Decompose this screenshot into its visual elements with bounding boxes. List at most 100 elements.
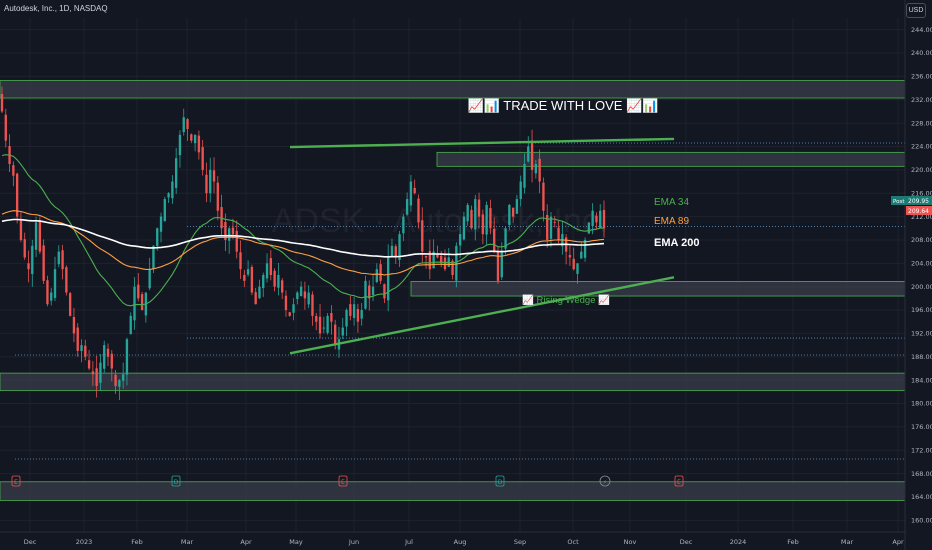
- candle-body: [474, 199, 477, 230]
- event-marker[interactable]: E: [674, 475, 684, 487]
- candle-body: [171, 181, 174, 199]
- candle-body: [99, 362, 102, 383]
- candle-body: [231, 227, 235, 235]
- candle-body: [356, 309, 360, 322]
- y-tick-label: 180.00: [911, 400, 932, 408]
- candle-body: [95, 368, 98, 386]
- candle-body: [322, 327, 325, 329]
- event-marker[interactable]: E: [338, 475, 348, 487]
- x-tick-label: 2024: [730, 538, 747, 546]
- candle-body: [568, 254, 572, 258]
- last-price-value: 209.64: [908, 208, 929, 215]
- zones-layer: [0, 80, 906, 501]
- y-tick-label: 160.00: [911, 517, 932, 525]
- candle-body: [504, 228, 507, 249]
- wedge-lower-line: [289, 276, 675, 355]
- candle-body: [163, 199, 166, 222]
- y-tick-label: 224.00: [911, 143, 932, 151]
- candle-body: [167, 193, 170, 198]
- candle-body: [455, 245, 458, 281]
- candle-body: [281, 280, 284, 293]
- candle-body: [118, 380, 121, 387]
- candle-body: [288, 312, 291, 316]
- event-marker[interactable]: D: [495, 475, 505, 487]
- candle-body: [341, 327, 344, 336]
- candle-body: [383, 284, 386, 299]
- candle-body: [91, 371, 95, 375]
- candle-body: [156, 228, 159, 246]
- x-tick-label: Mar: [841, 538, 854, 546]
- candle-body: [114, 374, 117, 386]
- event-marker[interactable]: ⚡: [599, 475, 611, 487]
- candle-body: [352, 304, 356, 318]
- candle-body: [387, 257, 390, 301]
- candle-body: [587, 222, 591, 234]
- candle-body: [424, 255, 428, 258]
- candle-body: [152, 245, 155, 270]
- wedge-layer: [289, 137, 675, 355]
- y-tick-label: 192.00: [911, 330, 932, 338]
- ema-200-line: [1, 218, 605, 258]
- candle-body: [178, 134, 182, 156]
- y-tick-label: 172.00: [911, 446, 932, 454]
- candle-body: [133, 286, 136, 321]
- candle-body: [371, 286, 375, 296]
- event-marker[interactable]: E: [11, 475, 21, 487]
- ema-label-0: EMA 34: [654, 197, 689, 208]
- candle-body: [273, 270, 276, 287]
- candle-body: [265, 263, 269, 279]
- candle-body: [530, 140, 534, 170]
- y-tick-label: 200.00: [911, 283, 932, 291]
- candle-body: [235, 230, 238, 252]
- x-tick-label: Apr: [240, 538, 252, 546]
- candle-body: [572, 258, 575, 270]
- candle-body: [470, 209, 473, 229]
- chart-header: Autodesk, Inc., 1D, NASDAQ: [4, 4, 108, 13]
- x-tick-label: 2023: [76, 538, 93, 546]
- candle-body: [489, 208, 492, 229]
- candle-body: [201, 147, 204, 170]
- candle-body: [197, 135, 201, 153]
- candle-body: [80, 345, 83, 351]
- x-tick-label: Feb: [131, 538, 143, 546]
- event-marker[interactable]: D: [171, 475, 181, 487]
- candle-body: [23, 239, 26, 258]
- candle-body: [53, 269, 57, 298]
- symbol-line: Autodesk, Inc., 1D, NASDAQ: [4, 4, 108, 13]
- event-letter: E: [677, 479, 681, 486]
- currency-button[interactable]: USD: [906, 3, 926, 18]
- candle-body: [224, 221, 227, 240]
- event-box: [338, 475, 348, 487]
- candle-body: [542, 182, 545, 211]
- candle-body: [493, 228, 496, 252]
- candle-body: [538, 158, 541, 182]
- candle-body: [421, 220, 424, 252]
- y-tick-label: 184.00: [911, 376, 932, 384]
- x-tick-label: Dec: [24, 538, 37, 546]
- post-price-bg: [906, 196, 932, 205]
- candle-body: [595, 215, 598, 223]
- wedge-upper-line: [289, 137, 675, 149]
- candle-body: [186, 119, 189, 129]
- candle-body: [193, 134, 197, 144]
- candle-body: [254, 292, 257, 305]
- candle-body: [284, 295, 288, 311]
- levels-layer: [15, 142, 905, 460]
- supply-demand-zone: [0, 372, 906, 392]
- y-tick-label: 196.00: [911, 306, 932, 314]
- candle-body: [477, 199, 481, 217]
- events-layer: E D E D ⚡ E: [11, 475, 684, 487]
- candles-layer: [0, 86, 606, 401]
- candle-body: [553, 221, 556, 223]
- candle-body: [580, 251, 583, 259]
- candle-body: [269, 258, 272, 275]
- candle-body: [209, 169, 212, 194]
- candle-body: [84, 345, 87, 357]
- candle-body: [349, 304, 352, 316]
- candle-body: [65, 267, 68, 293]
- candle-body: [182, 117, 185, 133]
- candle-body: [436, 254, 439, 258]
- candle-body: [137, 284, 140, 299]
- candle-body: [496, 251, 500, 281]
